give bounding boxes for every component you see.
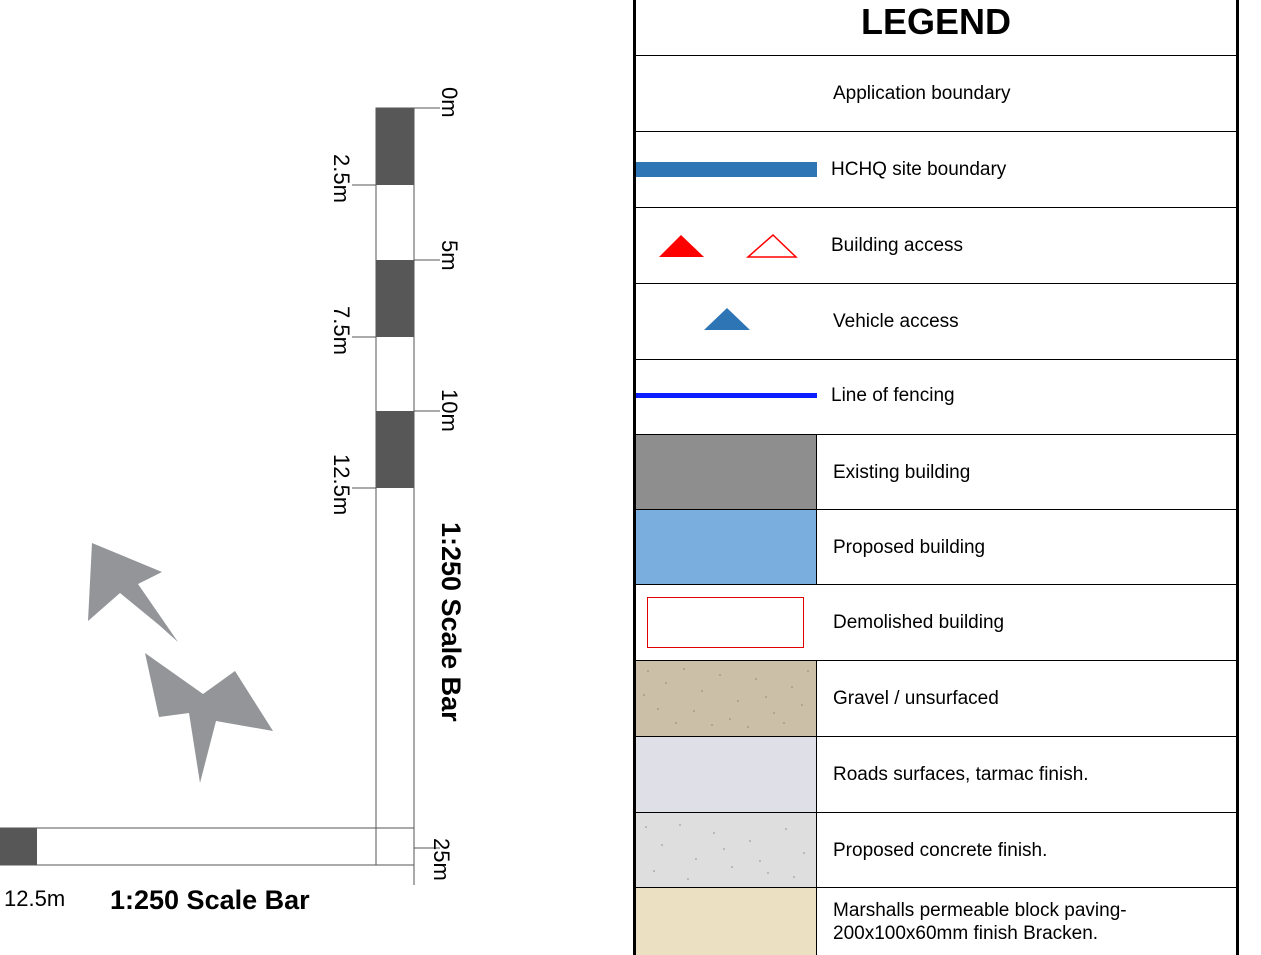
tick-label-5m: 5m (437, 240, 462, 271)
legend-row-vehicle-access: Vehicle access (636, 284, 1236, 360)
legend-row-site-boundary: HCHQ site boundary (636, 132, 1236, 208)
proposed-building-swatch (636, 510, 817, 584)
legend-label: Existing building (833, 461, 971, 483)
tick-label-25m: 25m (429, 838, 454, 881)
horizontal-scale-title: 1:250 Scale Bar (110, 885, 310, 915)
tick-label-0m: 0m (437, 87, 462, 118)
legend-label: Line of fencing (831, 385, 955, 406)
legend-label: Roads surfaces, tarmac finish. (833, 764, 1089, 785)
roads-swatch (636, 737, 817, 812)
legend-label: Building access (831, 235, 964, 256)
legend-label: HCHQ site boundary (831, 159, 1007, 180)
concrete-swatch (636, 813, 817, 887)
legend-title: LEGEND (636, 0, 1236, 56)
legend-row-fencing: Line of fencing (636, 360, 1236, 435)
tick-label-10m: 10m (437, 389, 462, 432)
block-paving-swatch (636, 888, 817, 955)
legend-row-proposed-building: Proposed building (636, 510, 1236, 585)
legend-row-roads: Roads surfaces, tarmac finish. (636, 737, 1236, 813)
horizontal-scale-bar: 12.5m 1:250 Scale Bar (0, 827, 415, 915)
legend-row-demolished-building: Demolished building (636, 585, 1236, 661)
legend-label: Proposed concrete finish. (833, 839, 1048, 861)
existing-building-swatch (636, 435, 817, 509)
tick-label-2.5m: 2.5m (329, 154, 354, 203)
legend-label: Application boundary (833, 83, 1011, 104)
horizontal-tick-label: 12.5m (4, 886, 65, 911)
legend-label: Proposed building (833, 536, 986, 558)
legend-row-gravel: Gravel / unsurfaced (636, 661, 1236, 737)
legend-label: Gravel / unsurfaced (833, 688, 999, 709)
tick-label-12.5m: 12.5m (329, 454, 354, 515)
vertical-scale-bar: 0m 5m 10m 25m 2.5m 7.5m 12.5m 1:250 Scal… (329, 87, 466, 885)
north-arrow-icon (88, 543, 273, 783)
legend-label-line-2: 200x100x60mm finish Bracken. (833, 922, 1099, 944)
legend-label-line-1: Marshalls permeable block paving- (833, 899, 1127, 921)
demolished-outline-icon (647, 597, 804, 648)
legend-row-concrete: Proposed concrete finish. (636, 813, 1236, 888)
building-access-triangles-icon (659, 233, 798, 258)
thick-line-icon (636, 162, 817, 177)
legend-label: Demolished building (833, 612, 1005, 633)
vehicle-access-triangle-icon (704, 308, 750, 330)
legend-row-existing-building: Existing building (636, 435, 1236, 510)
legend-label: Vehicle access (833, 311, 959, 332)
legend-row-application-boundary: Application boundary (636, 56, 1236, 132)
legend-panel: LEGEND Application boundary HCHQ site bo… (633, 0, 1239, 955)
legend-row-block-paving: Marshalls permeable block paving- 200x10… (636, 888, 1236, 955)
vertical-scale-title: 1:250 Scale Bar (436, 522, 466, 722)
legend-row-building-access: Building access (636, 208, 1236, 284)
gravel-swatch (636, 661, 817, 736)
tick-label-7.5m: 7.5m (329, 306, 354, 355)
fence-line-icon (636, 393, 817, 398)
legend-label-multiline: Marshalls permeable block paving- 200x10… (833, 888, 1127, 955)
